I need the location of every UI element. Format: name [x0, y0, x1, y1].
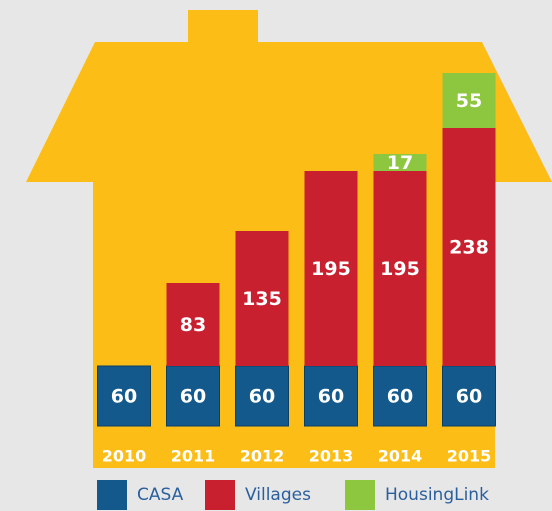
value-label: 238: [449, 237, 489, 259]
x-tick-label: 2014: [378, 447, 423, 466]
x-tick-label: 2010: [102, 447, 147, 466]
value-label: 83: [180, 314, 206, 336]
legend-swatch: [205, 480, 235, 510]
x-tick-label: 2013: [309, 447, 354, 466]
value-label: 60: [318, 386, 344, 408]
legend-label: Villages: [245, 485, 311, 505]
value-label: 17: [387, 152, 413, 174]
value-label: 60: [111, 386, 137, 408]
legend-swatch: [345, 480, 375, 510]
value-label: 55: [456, 90, 482, 112]
legend-label: CASA: [137, 485, 184, 505]
x-tick-label: 2011: [171, 447, 216, 466]
value-label: 135: [242, 288, 282, 310]
value-label: 60: [249, 386, 275, 408]
value-label: 60: [180, 386, 206, 408]
value-label: 60: [387, 386, 413, 408]
chart: 60 2010 60 83 2011 60 135 2012 60 195 2013 60 195 17 2…: [0, 0, 552, 511]
value-label: 195: [311, 258, 351, 280]
legend-label: HousingLink: [385, 485, 489, 505]
value-label: 195: [380, 258, 420, 280]
legend-swatch: [97, 480, 127, 510]
value-label: 60: [456, 386, 482, 408]
x-tick-label: 2015: [447, 447, 492, 466]
x-tick-label: 2012: [240, 447, 285, 466]
